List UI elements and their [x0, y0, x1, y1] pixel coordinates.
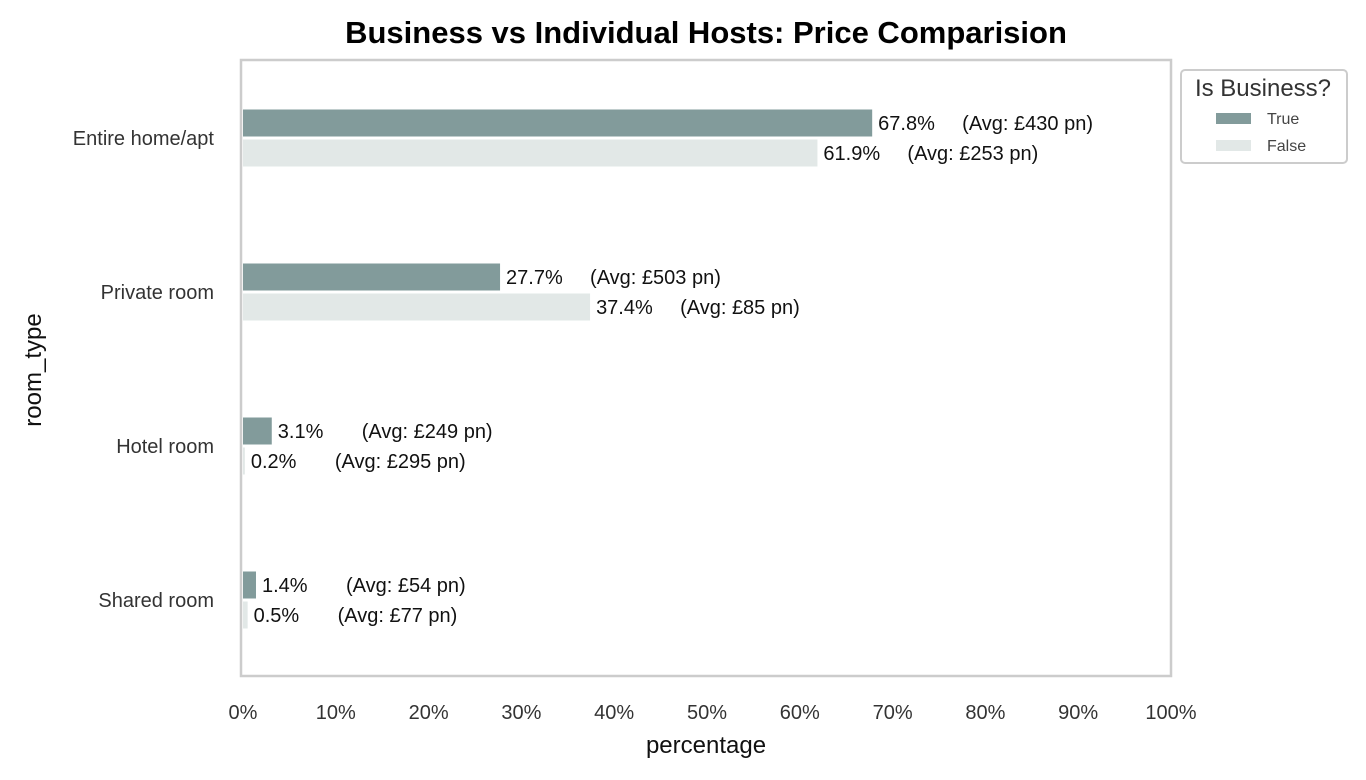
bar-true-2: [243, 417, 272, 445]
legend-swatch-true: [1216, 113, 1251, 124]
x-tick-label: 60%: [780, 702, 820, 724]
legend: Is Business? True False: [1180, 69, 1348, 164]
bar-percent-label: 0.2%: [251, 451, 297, 473]
bar-labels-layer: 67.8% (Avg: £430 pn) 27.7% (Avg: £503 pn) 3.…: [251, 113, 1093, 627]
x-tick-label: 10%: [316, 702, 356, 724]
legend-swatch-false: [1216, 140, 1251, 151]
x-tick-label: 90%: [1058, 702, 1098, 724]
bar-percent-label: 67.8%: [878, 113, 935, 135]
bar-avg-price-label: (Avg: £430 pn): [962, 113, 1093, 135]
x-axis-label: percentage: [646, 732, 766, 759]
y-category-label: Entire home/apt: [73, 128, 215, 150]
bar-percent-label: 27.7%: [506, 267, 563, 289]
bar-percent-label: 61.9%: [823, 143, 880, 165]
bar-false-1: [243, 293, 591, 321]
bar-percent-label: 0.5%: [254, 605, 300, 627]
bars-layer: [243, 109, 873, 629]
y-category-label: Private room: [101, 282, 214, 304]
bar-true-0: [243, 109, 873, 137]
y-category-label: Shared room: [98, 590, 214, 612]
legend-label-true: True: [1267, 111, 1299, 128]
bar-avg-price-label: (Avg: £85 pn): [680, 297, 800, 319]
bar-avg-price-label: (Avg: £54 pn): [346, 575, 466, 597]
bar-percent-label: 1.4%: [262, 575, 308, 597]
bar-false-3: [243, 601, 248, 629]
legend-label-false: False: [1267, 138, 1306, 155]
legend-box: [1180, 69, 1348, 164]
bar-percent-label: 37.4%: [596, 297, 653, 319]
bar-avg-price-label: (Avg: £77 pn): [338, 605, 458, 627]
legend-title: Is Business?: [1195, 75, 1331, 102]
chart-title: Business vs Individual Hosts: Price Comp…: [345, 15, 1067, 50]
x-tick-label: 100%: [1145, 702, 1196, 724]
bar-false-0: [243, 139, 818, 167]
bar-percent-label: 3.1%: [278, 421, 324, 443]
bar-false-2: [243, 447, 245, 475]
bar-avg-price-label: (Avg: £503 pn): [590, 267, 721, 289]
x-tick-label: 80%: [965, 702, 1005, 724]
plot-frame: [239, 58, 1173, 678]
x-tick-label: 40%: [594, 702, 634, 724]
bar-avg-price-label: (Avg: £253 pn): [907, 143, 1038, 165]
y-axis-categories: Entire home/apt Private room Hotel room Sha…: [73, 128, 215, 612]
x-tick-label: 30%: [501, 702, 541, 724]
bar-avg-price-label: (Avg: £249 pn): [362, 421, 493, 443]
bar-true-1: [243, 263, 501, 291]
bar-true-3: [243, 571, 256, 599]
x-tick-label: 20%: [409, 702, 449, 724]
y-category-label: Hotel room: [116, 436, 214, 458]
x-tick-label: 70%: [873, 702, 913, 724]
y-axis-label: room_type: [20, 313, 47, 426]
bar-avg-price-label: (Avg: £295 pn): [335, 451, 466, 473]
x-axis-ticks: 0% 10% 20% 30% 40% 50% 60% 70% 80% 90% 100%: [229, 702, 1197, 724]
x-tick-label: 0%: [229, 702, 258, 724]
x-tick-label: 50%: [687, 702, 727, 724]
